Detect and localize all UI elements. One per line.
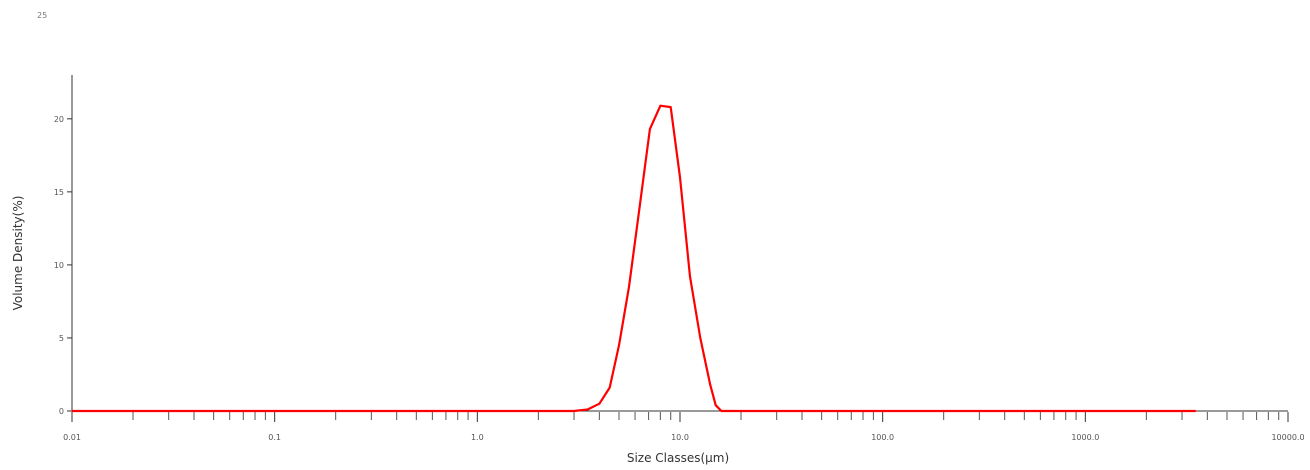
x-tick-label: 0.1 — [268, 433, 281, 442]
series-point — [71, 410, 73, 412]
top-axis-label: 25 — [37, 11, 47, 20]
series-point — [714, 404, 717, 406]
x-tick-label: 100.0 — [871, 433, 894, 442]
series-point — [689, 275, 691, 278]
series-point — [659, 104, 662, 107]
series-point — [573, 410, 575, 412]
series-line — [72, 104, 1196, 413]
series-point — [679, 176, 681, 179]
y-tick-label: 5 — [59, 334, 64, 343]
series-point — [1084, 410, 1087, 412]
y-axis-title: Volume Density(%) — [11, 196, 25, 311]
series-point — [586, 408, 589, 411]
series-point — [699, 337, 702, 339]
x-tick-label: 1000.0 — [1071, 433, 1099, 442]
series-point — [740, 410, 742, 412]
x-tick-label: 1.0 — [471, 433, 484, 442]
y-tick-label: 10 — [54, 261, 64, 270]
y-tick-label: 15 — [54, 188, 64, 197]
x-tick-label: 0.01 — [63, 433, 81, 442]
series-point — [881, 410, 884, 412]
series-point — [598, 402, 601, 405]
series-points — [71, 104, 1197, 412]
x-axis-major-ticks: 0.01 0.1 1.0 10.0 100.0 1000.0 10000.0 — [63, 412, 1305, 442]
series-point — [628, 286, 630, 288]
series-point — [638, 208, 641, 211]
series-point — [476, 410, 479, 412]
series-point — [720, 410, 723, 412]
x-axis-minor-ticks — [132, 412, 1280, 420]
y-axis-ticks: 0 5 10 15 20 — [54, 115, 72, 416]
y-tick-label: 20 — [54, 115, 64, 124]
series-point — [669, 106, 672, 108]
x-tick-label: 10000.0 — [1271, 433, 1304, 442]
series-point — [618, 344, 620, 347]
x-tick-label: 10.0 — [671, 433, 689, 442]
x-axis-title: Size Classes(μm) — [627, 451, 729, 465]
y-tick-label: 0 — [59, 407, 64, 416]
series-point — [608, 386, 611, 389]
series-point — [649, 128, 651, 130]
series-point — [709, 383, 712, 386]
series-point — [1194, 410, 1197, 412]
